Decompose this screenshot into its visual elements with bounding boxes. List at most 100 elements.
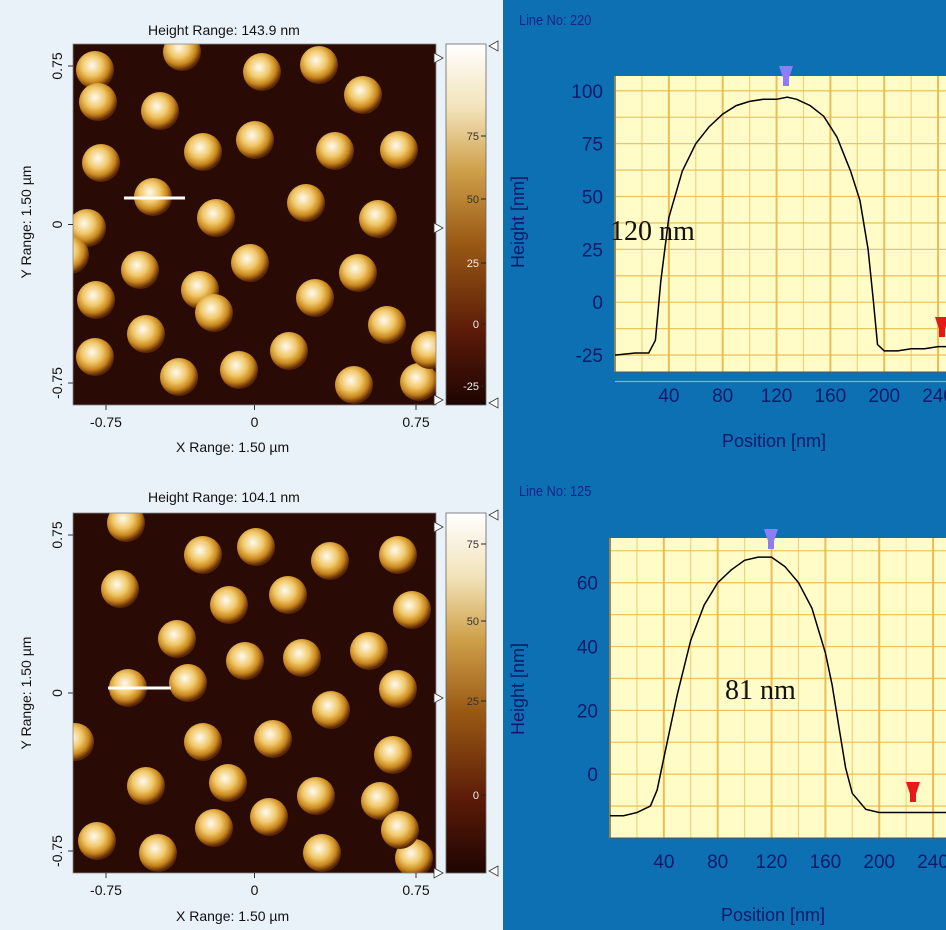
colorbar-tick-label: 25: [467, 258, 479, 270]
colorbar-right-arrow: [488, 40, 499, 52]
nanoparticle: [287, 184, 325, 222]
nanoparticle: [76, 51, 114, 89]
colorbar-right-arrow: [488, 865, 499, 877]
colorbar-left-arrow: [433, 867, 444, 879]
height-annotation: 81 nm: [725, 675, 796, 706]
y-axis-tick-label: 0: [49, 220, 65, 228]
line-number-label: Line No: 220: [519, 12, 592, 29]
nanoparticle: [374, 736, 412, 774]
nanoparticle: [237, 528, 275, 566]
nanoparticle: [197, 199, 235, 237]
x-axis-title: Position [nm]: [722, 431, 826, 451]
height-profile-2: Line No: 125 40 80 120 160 200 240 60 40 20 0 Posi…: [503, 465, 946, 930]
nanoparticle: [82, 144, 120, 182]
x-tick-label: 160: [810, 852, 842, 873]
colorbar-tick-label: 25: [467, 696, 479, 708]
afm-panel-2: Height Range: 104.1 nm X Range: 1.50 µm …: [0, 465, 503, 930]
y-tick-label: 25: [582, 240, 603, 261]
nanoparticle: [316, 132, 354, 170]
nanoparticle: [158, 620, 196, 658]
afm-image-1: 75 50 25 0 -25 -0.75 0 0.75 0.75 0 -0.75: [49, 40, 499, 430]
y-axis-tick-label: 0.75: [49, 52, 65, 79]
y-axis-title: Height [nm]: [508, 643, 528, 735]
colorbar-left-arrow: [433, 394, 444, 406]
x-tick-label: 120: [761, 386, 793, 407]
nanoparticle: [411, 331, 436, 369]
colorbar-left-arrow: [433, 52, 444, 64]
afm-image-2: 75 50 25 0 -0.75 0 0.75 0.75 0 -0.75: [49, 509, 499, 898]
nanoparticle: [78, 822, 116, 860]
nanoparticle: [335, 366, 373, 404]
colorbar-tick-label: 75: [467, 131, 479, 143]
height-profile-curve: [614, 96, 946, 356]
height-range-label: Height Range: 143.9 nm: [148, 22, 300, 38]
nanoparticle: [359, 200, 397, 238]
x-tick-label: 40: [658, 386, 679, 407]
nanoparticle: [344, 76, 382, 114]
nanoparticle: [380, 131, 418, 169]
nanoparticle: [270, 332, 308, 370]
x-tick-label: 80: [712, 386, 733, 407]
x-axis-tick-label: -0.75: [90, 414, 122, 430]
nanoparticle: [184, 723, 222, 761]
nanoparticle: [73, 723, 94, 761]
nanoparticle: [101, 570, 139, 608]
nanoparticle: [73, 236, 89, 274]
x-range-label: X Range: 1.50 µm: [176, 439, 290, 455]
nanoparticle: [254, 720, 292, 758]
nanoparticles: [73, 44, 436, 404]
x-tick-label: 240: [917, 852, 946, 873]
baseline-cursor-marker: [935, 317, 946, 337]
nanoparticle: [300, 46, 338, 84]
peak-cursor-marker: [764, 529, 778, 549]
height-profile-curve: [610, 556, 946, 817]
baseline-cursor-marker: [906, 782, 920, 802]
plot-area: [610, 538, 946, 838]
x-tick-label: 240: [922, 386, 946, 407]
nanoparticle: [220, 351, 258, 389]
y-tick-label: 0: [587, 765, 598, 786]
x-axis-tick-label: 0: [251, 414, 259, 430]
y-axis-tick-label: 0: [49, 689, 65, 697]
x-axis-tick-label: 0.75: [402, 414, 429, 430]
afm-panel-1: Height Range: 143.9 nm X Range: 1.50 µm …: [0, 0, 503, 465]
colorbar-right-arrow: [488, 397, 499, 409]
height-profiles-pane: Line No: 220 40801201602002401007550250-…: [503, 0, 946, 930]
x-tick-label: 40: [653, 852, 674, 873]
nanoparticle: [312, 691, 350, 729]
height-colorbar: [445, 43, 487, 406]
x-tick-label: 80: [707, 852, 728, 873]
nanoparticle: [350, 632, 388, 670]
y-tick-label: 40: [577, 638, 598, 659]
nanoparticle: [381, 811, 419, 849]
height-profile-1: Line No: 220 40 80 120 160 200 240 100 75 50 25 0 -…: [503, 0, 946, 465]
nanoparticle: [195, 294, 233, 332]
line-number-label: Line No: 125: [519, 483, 592, 500]
nanoparticle: [368, 306, 406, 344]
y-axis-title: Height [nm]: [508, 176, 528, 268]
nanoparticle: [121, 251, 159, 289]
nanoparticle: [209, 764, 247, 802]
height-range-label: Height Range: 104.1 nm: [148, 489, 300, 505]
nanoparticle: [339, 254, 377, 292]
height-annotation: 120 nm: [610, 216, 695, 247]
nanoparticle: [393, 591, 431, 629]
x-axis-title: Position [nm]: [721, 905, 825, 925]
nanoparticles: [73, 513, 433, 873]
x-axis-tick-label: -0.75: [90, 882, 122, 898]
y-tick-label: 60: [577, 574, 598, 595]
nanoparticle: [184, 536, 222, 574]
nanoparticle: [169, 664, 207, 702]
colorbar-tick-label: 75: [467, 539, 479, 551]
colorbar-tick-label: 50: [467, 616, 479, 628]
nanoparticle: [210, 586, 248, 624]
grid: [609, 538, 946, 838]
nanoparticle: [379, 536, 417, 574]
colorbar-tick-label: -25: [463, 381, 479, 393]
nanoparticle: [269, 576, 307, 614]
nanoparticle: [195, 809, 233, 847]
y-tick-label: -25: [576, 346, 603, 367]
x-axis-tick-label: 0.75: [402, 882, 429, 898]
nanoparticle: [73, 209, 106, 247]
nanoparticle: [163, 44, 201, 71]
